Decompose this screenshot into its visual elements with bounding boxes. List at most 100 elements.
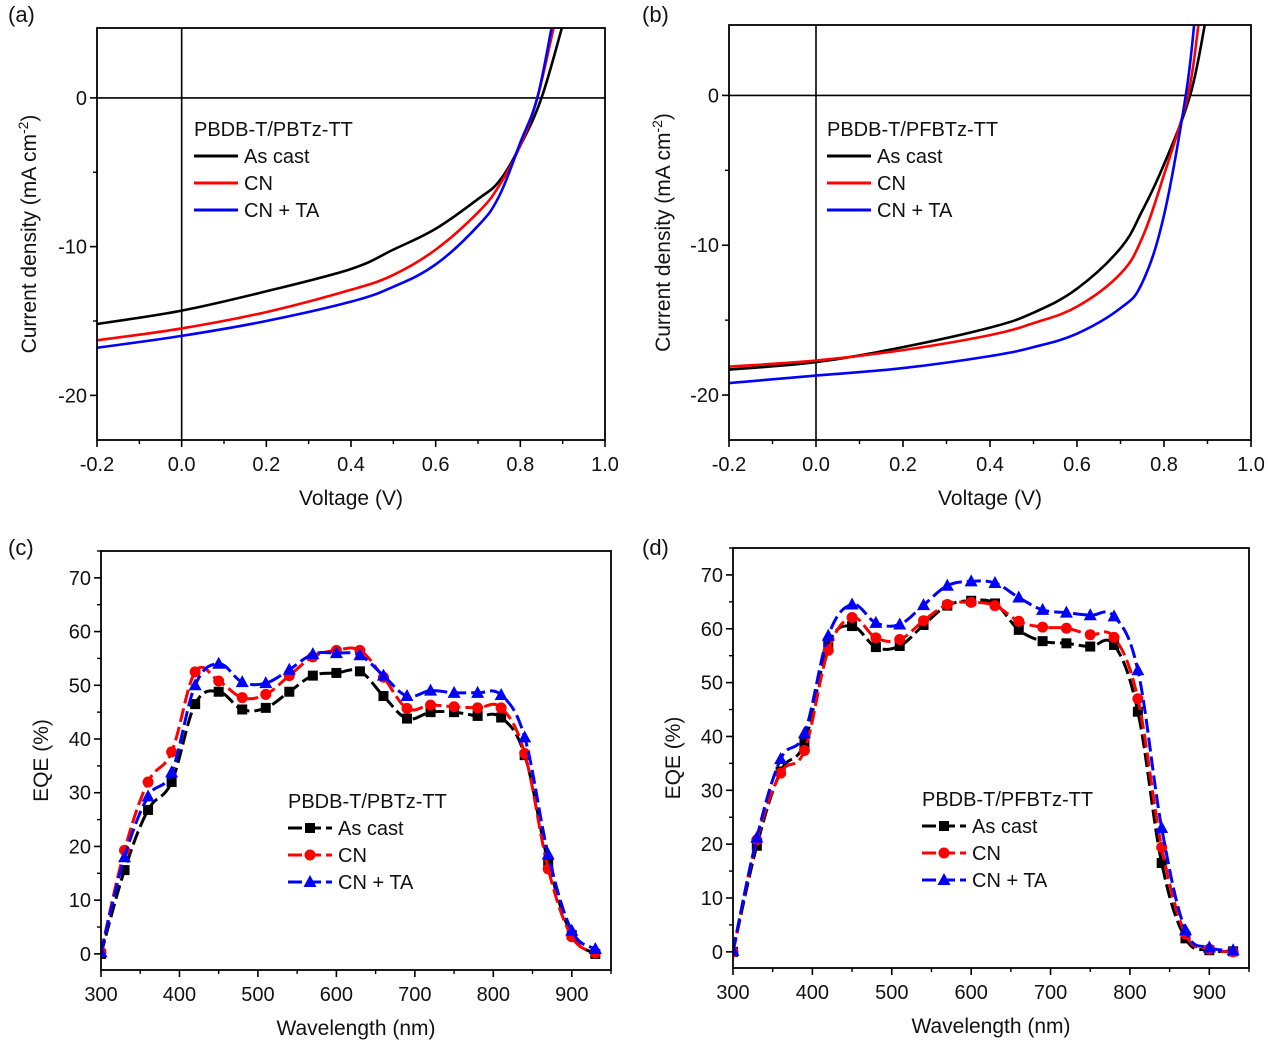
legend-marker-triangle: [937, 873, 951, 885]
data-point-square: [213, 686, 224, 697]
legend-title: PBDB-T/PFBTz-TT: [922, 789, 1093, 811]
data-point-square: [166, 776, 177, 787]
legend-marker-circle: [304, 849, 316, 861]
data-point-triangle: [494, 687, 508, 700]
data-point-square: [425, 707, 436, 718]
series-line-cn-ta: [101, 650, 597, 953]
data-point-triangle: [165, 765, 179, 778]
x-tick-label: 0.8: [506, 454, 534, 476]
x-tick-label: 300: [84, 984, 117, 1006]
data-point-square: [354, 666, 365, 677]
x-axis-title: Wavelength (nm): [276, 1017, 435, 1040]
data-point-square: [799, 737, 810, 748]
y-tick-label: 0: [708, 85, 719, 107]
panel-label: (d): [642, 535, 669, 560]
series-line-cn: [97, 28, 555, 342]
data-point-square: [1132, 706, 1143, 717]
legend-marker-square: [939, 821, 949, 831]
data-point-square: [190, 699, 201, 710]
panel-d: (d) 300 400 500 600 700 800 900 0 10 20 30 40 50 60 70 W…: [642, 535, 1250, 1038]
y-tick-label: 20: [69, 836, 91, 858]
x-tick-label: 700: [1034, 982, 1067, 1004]
data-point-circle: [1060, 622, 1072, 634]
plot-area: [101, 644, 602, 959]
y-tick-label: 60: [701, 619, 723, 641]
data-point-square: [284, 686, 295, 697]
data-point-circle: [918, 615, 930, 627]
y-tick-label: 0: [80, 944, 91, 966]
data-point-triangle: [869, 615, 883, 628]
data-point-triangle: [424, 683, 438, 696]
data-point-square: [1037, 636, 1048, 647]
data-point-triangle: [400, 689, 414, 702]
plot-area: [729, 25, 1207, 385]
data-point-circle: [401, 702, 413, 714]
x-tick-label: 500: [241, 984, 274, 1006]
data-point-circle: [260, 688, 272, 700]
data-point-triangle: [565, 923, 579, 936]
data-point-circle: [189, 666, 201, 678]
data-point-circle: [1084, 629, 1096, 641]
x-tick-label: 0.2: [889, 454, 917, 476]
data-point-triangle: [188, 678, 202, 691]
y-tick-label: -10: [690, 235, 719, 257]
legend-entry: As cast: [338, 818, 404, 840]
legend-title: PBDB-T/PFBTz-TT: [827, 119, 998, 141]
data-point-square: [472, 710, 483, 721]
data-point-square: [307, 670, 318, 681]
data-point-triangle: [588, 942, 602, 955]
data-point-square: [894, 641, 905, 651]
x-tick-label: 1.0: [1237, 454, 1265, 476]
x-tick-label: 0.0: [168, 454, 196, 476]
data-point-square: [1085, 641, 1096, 652]
y-tick-label: 10: [69, 890, 91, 912]
y-tick-label: 50: [701, 673, 723, 695]
data-point-circle: [495, 702, 507, 714]
legend-entry: CN: [972, 843, 1001, 865]
data-point-circle: [142, 776, 154, 788]
legend: PBDB-T/PFBTz-TT As cast CN CN + TA: [922, 789, 1093, 892]
y-axis-title-sup: -2: [649, 120, 665, 133]
y-tick-label: 50: [69, 675, 91, 697]
data-point-triangle: [917, 598, 931, 611]
legend-entry: CN + TA: [972, 870, 1048, 892]
legend-entry: As cast: [244, 146, 310, 168]
data-point-circle: [1108, 631, 1120, 643]
x-axis-title: Voltage (V): [299, 487, 403, 510]
x-tick-label: 0.4: [337, 454, 365, 476]
data-point-triangle: [235, 675, 249, 688]
y-tick-label: 30: [701, 780, 723, 802]
data-point-square: [119, 865, 130, 876]
y-tick-label: 70: [69, 568, 91, 590]
y-axis-title-end: ): [652, 113, 675, 120]
data-point-triangle: [733, 943, 740, 956]
x-tick-label: 500: [875, 982, 908, 1004]
data-point-circle: [775, 767, 787, 779]
data-point-circle: [989, 600, 1001, 612]
data-point-square: [237, 704, 248, 715]
y-tick-label: 20: [701, 834, 723, 856]
legend-entry: As cast: [877, 146, 943, 168]
panel-a: (a) -0.2 0.0 0.2 0.4 0.6 0.8 1.0 0 -10 -20 Voltage …: [8, 2, 619, 510]
legend-title: PBDB-T/PBTz-TT: [288, 791, 447, 813]
data-point-triangle: [940, 578, 954, 591]
series-line-cn-ta: [733, 579, 1234, 952]
data-point-square: [260, 702, 271, 713]
legend-marker-square: [305, 823, 315, 833]
data-point-circle: [1132, 693, 1144, 705]
x-tick-label: 0.6: [422, 454, 450, 476]
data-point-circle: [448, 701, 460, 713]
x-tick-label: 0.0: [802, 454, 830, 476]
x-tick-label: 400: [796, 982, 829, 1004]
plot-area: [97, 28, 564, 350]
y-tick-label: 0: [712, 942, 723, 964]
data-point-circle: [213, 675, 225, 687]
x-tick-label: 0.2: [252, 454, 280, 476]
x-tick-label: 700: [398, 984, 431, 1006]
data-point-circle: [472, 702, 484, 714]
data-point-circle: [425, 699, 437, 711]
x-tick-label: 800: [1113, 982, 1146, 1004]
data-point-triangle: [1131, 663, 1145, 676]
y-tick-label: -20: [58, 385, 87, 407]
